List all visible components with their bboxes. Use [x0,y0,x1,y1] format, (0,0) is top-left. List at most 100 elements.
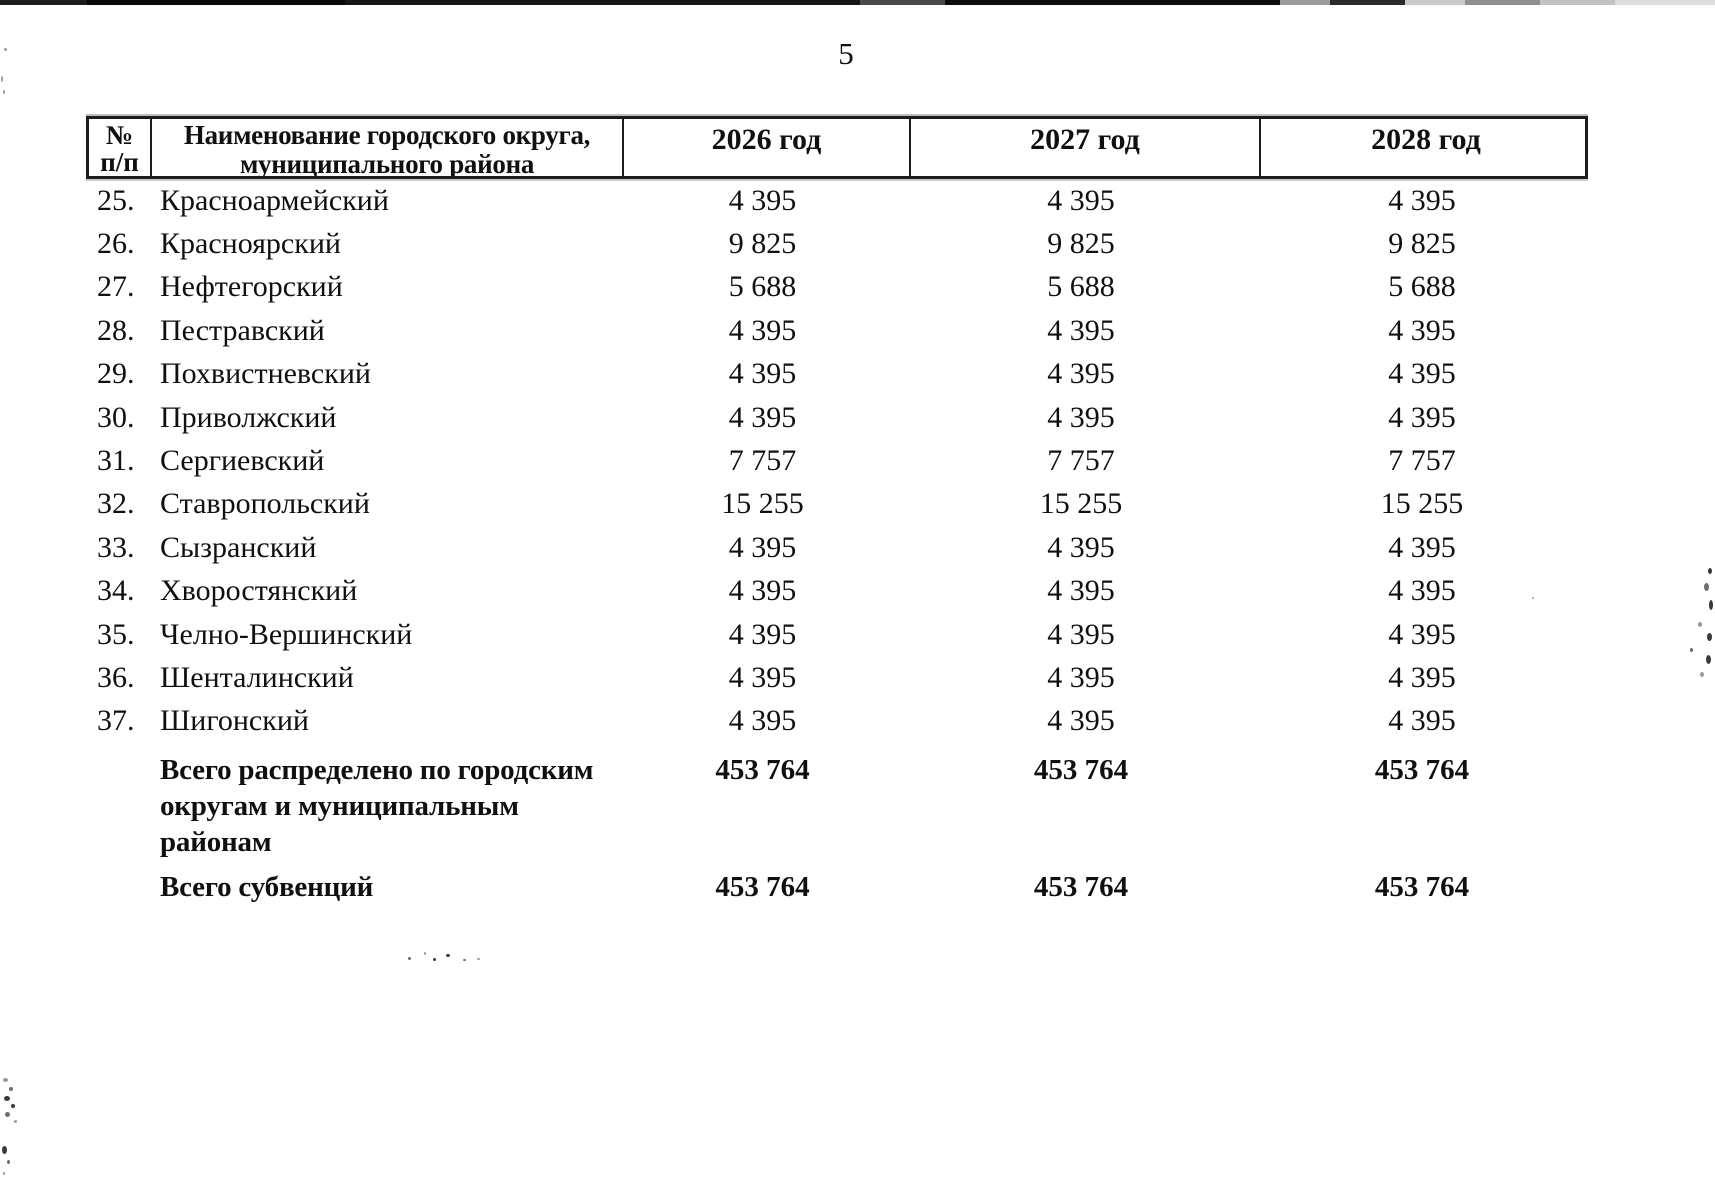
table-row: 26. Красноярский 9 825 9 825 9 825 [86,222,1588,265]
value-2026: 15 255 [721,487,804,521]
scan-speckle [433,958,436,961]
value-2027: 4 395 [1047,660,1115,694]
header-cell-year-2026: 2026 год [622,119,909,176]
row-number: 25. [97,183,135,217]
scan-speckle [1707,633,1712,641]
header-cell-year-2027: 2027 год [909,119,1259,176]
value-2027: 9 825 [1047,227,1115,261]
header-name-line1: Наименование городского округа, [183,120,591,150]
header-cell-district-name: Наименование городского округа, муниципа… [150,119,622,176]
table-row: 31. Сергиевский 7 757 7 757 7 757 [86,439,1588,482]
scan-speckle [9,1087,13,1091]
row-number: 29. [97,357,135,391]
row-number: 35. [97,617,135,651]
table-row: 36. Шенталинский 4 395 4 395 4 395 [86,656,1588,699]
scan-speckle [1708,568,1712,574]
value-2027: 4 395 [1047,400,1115,434]
value-2027: 15 255 [1039,487,1123,521]
scan-speckle [3,1078,8,1082]
scan-speckle [7,1160,10,1164]
total-value-2028: 453 764 [1374,871,1470,904]
scan-speckle [1690,648,1693,652]
table-row: 25. Красноармейский 4 395 4 395 4 395 [86,179,1588,222]
scan-speckle [11,1104,15,1108]
value-2028: 4 395 [1388,530,1456,564]
value-2026: 4 395 [728,574,797,608]
total-label-line: Всего распределено по городским [160,754,594,787]
value-2027: 4 395 [1047,704,1115,738]
total-label: Всего субвенций [147,869,619,905]
scan-speckle [1704,583,1709,591]
district-name: Нефтегорский [160,270,343,304]
totals-row-subventions: Всего субвенций 453 764 453 764 453 764 [86,869,1588,905]
totals-row-distributed: Всего распределено по городским округам и… [86,752,1588,860]
value-2026: 4 395 [728,617,797,651]
district-name: Красноармейский [160,183,389,217]
row-number: 26. [97,227,135,261]
scan-speckle [1532,597,1534,599]
value-2027: 4 395 [1047,530,1115,564]
value-2026: 4 395 [728,357,797,391]
total-value-2028: 453 764 [1374,754,1470,787]
total-label: Всего распределено по городским округам и… [147,752,619,860]
value-2028: 4 395 [1388,400,1456,434]
district-name: Пестравский [160,313,325,347]
scan-speckle [1,76,3,82]
total-value-2027: 453 764 [1033,754,1129,787]
header-cell-year-2028: 2028 год [1259,119,1591,176]
value-2028: 4 395 [1388,704,1456,738]
district-name: Похвистневский [160,357,371,391]
header-cell-row-number: № п/п [89,119,150,176]
value-2026: 4 395 [728,183,797,217]
value-2028: 7 757 [1388,444,1456,478]
scan-speckle [463,959,466,961]
table-row: 28. Пестравский 4 395 4 395 4 395 [86,309,1588,352]
value-2026: 4 395 [728,313,797,347]
value-2027: 4 395 [1047,183,1115,217]
value-2028: 4 395 [1388,660,1456,694]
table-row: 30. Приволжский 4 395 4 395 4 395 [86,396,1588,439]
header-num-line1: № [105,120,134,150]
value-2028: 4 395 [1388,574,1456,608]
district-name: Челно-Вершинский [160,617,413,651]
scan-speckle [14,1120,17,1123]
table-row: 35. Челно-Вершинский 4 395 4 395 4 395 [86,613,1588,656]
table-row: 29. Похвистневский 4 395 4 395 4 395 [86,353,1588,396]
scan-speckle [4,1096,10,1101]
value-2028: 9 825 [1388,227,1456,261]
total-label-line: Всего субвенций [160,871,374,904]
table-row: 34. Хворостянский 4 395 4 395 4 395 [86,570,1588,613]
table-row: 33. Сызранский 4 395 4 395 4 395 [86,526,1588,569]
value-2028: 15 255 [1380,487,1464,521]
total-value-2026: 453 764 [715,754,810,787]
district-name: Шигонский [160,704,309,738]
table-rows: 25. Красноармейский 4 395 4 395 4 395 26… [86,179,1588,743]
table-totals: Всего распределено по городским округам и… [86,752,1588,905]
scan-speckle [1709,600,1713,610]
table-row: 27. Нефтегорский 5 688 5 688 5 688 [86,266,1588,309]
table-row: 37. Шигонский 4 395 4 395 4 395 [86,700,1588,743]
total-value-2027: 453 764 [1033,871,1129,904]
value-2027: 4 395 [1047,357,1115,391]
value-2028: 4 395 [1388,183,1456,217]
total-label-line: округам и муниципальным [160,790,519,823]
scan-speckle [408,957,411,960]
district-name: Сызранский [160,530,317,564]
row-number: 32. [97,487,135,521]
scan-speckle [5,1112,10,1117]
row-number: 28. [97,313,135,347]
total-label-line: районам [160,826,272,859]
scan-speckle [446,954,450,957]
value-2027: 5 688 [1047,270,1115,304]
district-name: Шенталинский [160,660,354,694]
value-2026: 4 395 [728,704,797,738]
scan-speckle [424,952,426,955]
row-number: 30. [97,400,135,434]
table-header-row: № п/п Наименование городского округа, му… [86,116,1588,179]
scan-speckle [4,48,7,51]
scan-speckle [477,958,480,960]
value-2027: 4 395 [1047,617,1115,651]
value-2027: 4 395 [1047,574,1115,608]
district-name: Сергиевский [160,444,325,478]
value-2026: 9 825 [728,227,797,261]
